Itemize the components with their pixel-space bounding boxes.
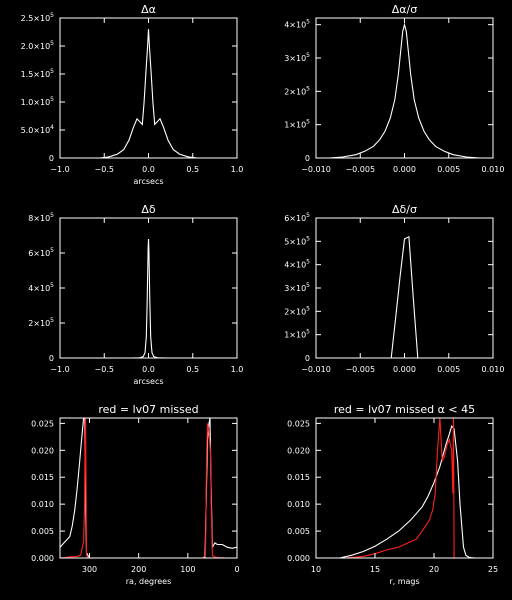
x-tick-label: 0.0 xyxy=(142,165,155,174)
x-tick-label: −1.0 xyxy=(50,165,69,174)
chart-panel-5: 300 200 100 0 0.000 0.005 0.010 0.015 0.020 0.025… xyxy=(31,403,239,586)
x-tick-label: −0.005 xyxy=(345,365,375,374)
y-tick-label: 6×105 xyxy=(28,247,54,258)
y-tick-label: 0.015 xyxy=(31,473,54,482)
x-tick-label: −0.010 xyxy=(301,365,331,374)
x-axis-label: ra, degrees xyxy=(126,577,171,586)
panel-title: red = lv07 missed xyxy=(98,403,198,416)
y-tick-label: 0.010 xyxy=(287,500,310,509)
panel-title: Δα/σ xyxy=(392,3,417,16)
x-tick-label: 0.010 xyxy=(482,165,505,174)
y-tick-label: 1.5×105 xyxy=(21,68,55,79)
series-line-1 xyxy=(329,22,480,158)
y-tick-label: 0.005 xyxy=(31,527,54,536)
x-tick-label: 1.0 xyxy=(231,365,244,374)
y-tick-label: 0 xyxy=(49,154,54,163)
x-tick-label: 0 xyxy=(234,565,239,574)
x-tick-label: −1.0 xyxy=(50,365,69,374)
y-tick-label: 0.000 xyxy=(31,554,54,563)
y-tick-label: 0.025 xyxy=(287,419,310,428)
y-tick-label: 0.015 xyxy=(287,473,310,482)
panel-title: Δδ xyxy=(141,203,156,216)
x-tick-label: 300 xyxy=(82,565,97,574)
y-tick-label: 1×105 xyxy=(284,119,310,130)
x-tick-label: 200 xyxy=(131,565,146,574)
x-axis-label: arcsecs xyxy=(133,177,163,186)
panel-title: Δα xyxy=(141,3,156,16)
y-tick-label: 4×105 xyxy=(284,19,310,30)
y-tick-label: 4×105 xyxy=(284,259,310,270)
y-tick-label: 8×105 xyxy=(28,212,54,223)
y-tick-label: 2.0×105 xyxy=(21,40,55,51)
chart-panel-2: −0.010 −0.005 0.000 0.005 0.010 0 1×105 2×105 3×… xyxy=(284,3,504,174)
chart-panel-6: 10 15 20 25 0.000 0.005 0.010 0.015 0.020 0.025 re… xyxy=(287,403,498,586)
panel-title: red = lv07 missed α < 45 xyxy=(334,403,475,416)
y-tick-label: 2×105 xyxy=(284,305,310,316)
y-tick-label: 0 xyxy=(49,354,54,363)
y-tick-label: 2×105 xyxy=(28,317,54,328)
series-line-2 xyxy=(345,418,456,558)
x-tick-label: 0.005 xyxy=(437,165,460,174)
x-tick-label: 0.000 xyxy=(393,365,416,374)
series-line-2 xyxy=(60,418,237,558)
y-tick-label: 2×105 xyxy=(284,85,310,96)
y-tick-label: 0 xyxy=(305,154,310,163)
x-tick-label: 0.0 xyxy=(142,365,155,374)
y-tick-label: 6×105 xyxy=(284,212,310,223)
plot-frame xyxy=(315,417,494,559)
y-tick-label: 1×105 xyxy=(284,329,310,340)
chart-panel-3: −1.0 −0.5 0.0 0.5 1.0 0 2×105 4×105 6×105 8×105 Δδ… xyxy=(28,203,243,386)
x-tick-label: 15 xyxy=(370,565,380,574)
x-tick-label: 0.5 xyxy=(186,165,199,174)
series-line-1 xyxy=(99,29,198,158)
chart-panel-1: −1.0 −0.5 0.0 0.5 1.0 0 5.0×104 1.0×105 1.5×105 2… xyxy=(21,3,244,186)
y-tick-label: 5.0×104 xyxy=(21,124,55,135)
x-tick-label: 0.010 xyxy=(482,365,505,374)
chart-panel-4: −0.010 −0.005 0.000 0.005 0.010 0 1×105 2×105 3×… xyxy=(284,203,504,374)
y-tick-label: 0.020 xyxy=(287,446,310,455)
x-tick-label: 25 xyxy=(488,565,498,574)
x-tick-label: −0.5 xyxy=(95,165,114,174)
y-tick-label: 2.5×105 xyxy=(21,12,55,23)
y-tick-label: 0.000 xyxy=(287,554,310,563)
x-tick-label: −0.5 xyxy=(95,365,114,374)
x-tick-label: 100 xyxy=(180,565,195,574)
x-tick-label: 20 xyxy=(429,565,439,574)
series-line-1 xyxy=(130,238,167,358)
panel-title: Δδ/σ xyxy=(392,203,417,216)
x-axis-label: r, mags xyxy=(389,577,419,586)
x-tick-label: 0.5 xyxy=(186,365,199,374)
series-line-1 xyxy=(390,235,419,358)
x-tick-label: 0.005 xyxy=(437,365,460,374)
y-tick-label: 0.025 xyxy=(31,419,54,428)
y-tick-label: 0 xyxy=(305,354,310,363)
y-tick-label: 3×105 xyxy=(284,282,310,293)
series-line-1 xyxy=(339,424,476,558)
y-tick-label: 0.005 xyxy=(287,527,310,536)
y-tick-label: 0.020 xyxy=(31,446,54,455)
x-tick-label: 0.000 xyxy=(393,165,416,174)
y-tick-label: 1.0×105 xyxy=(21,96,55,107)
y-tick-label: 4×105 xyxy=(28,282,54,293)
y-tick-label: 3×105 xyxy=(284,52,310,63)
x-tick-label: 1.0 xyxy=(231,165,244,174)
series-line-1 xyxy=(60,418,237,558)
y-tick-label: 0.010 xyxy=(31,500,54,509)
x-tick-label: 10 xyxy=(311,565,321,574)
plot-frame xyxy=(315,17,494,159)
plot-frame xyxy=(59,417,238,559)
y-tick-label: 5×105 xyxy=(284,235,310,246)
x-axis-label: arcsecs xyxy=(133,377,163,386)
x-tick-label: −0.010 xyxy=(301,165,331,174)
x-tick-label: −0.005 xyxy=(345,165,375,174)
